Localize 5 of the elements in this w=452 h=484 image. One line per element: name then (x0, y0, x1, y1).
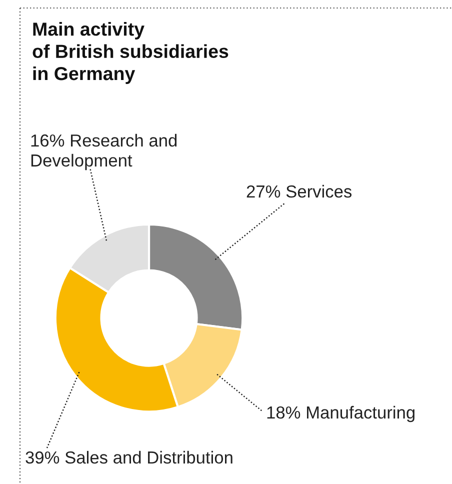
slice-label: 27% Services (246, 184, 352, 198)
slice-label: 18% Manufacturing (267, 406, 414, 422)
slice-label: 39% Sales and Distribution (26, 450, 232, 464)
chart-title: Main activity of British subsidiaries in Germany (32, 22, 228, 84)
slice-label: 16% Research and Development (31, 134, 177, 170)
